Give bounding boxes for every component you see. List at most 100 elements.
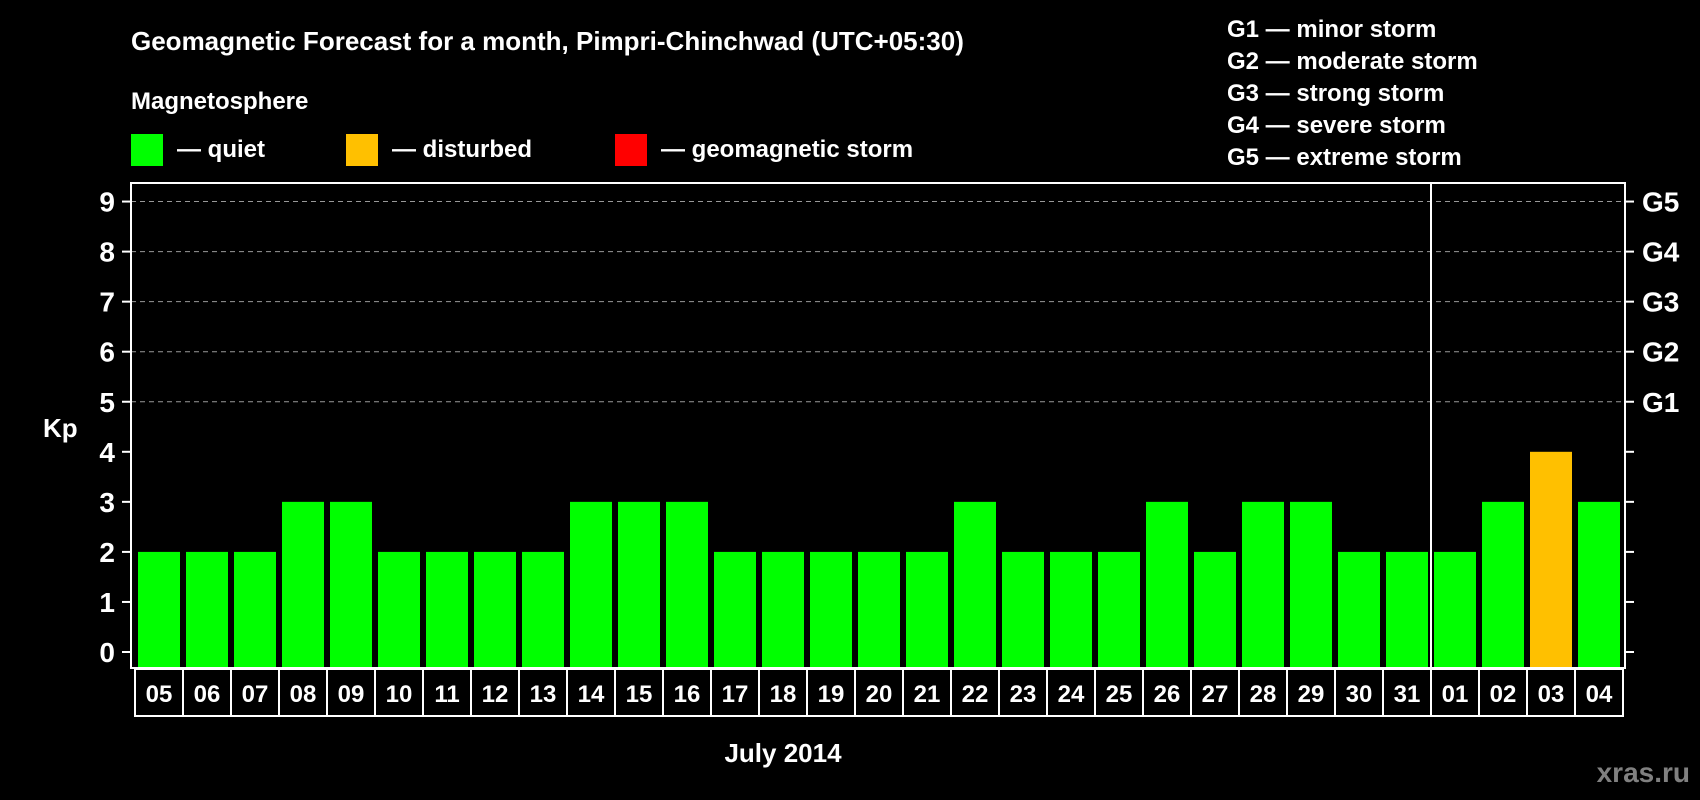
bar-14 [570, 501, 612, 668]
x-tick-label: 17 [722, 681, 749, 708]
bar-08 [282, 501, 324, 668]
x-tick-label: 23 [1010, 681, 1037, 708]
storm-scale-legend: G1 — minor storm G2 — moderate storm G3 — … [1227, 16, 1478, 171]
x-tick-label: 22 [962, 681, 989, 708]
y-tick-label: 3 [99, 487, 115, 518]
bar-28 [1242, 501, 1284, 668]
bar-01 [1434, 551, 1476, 668]
x-axis-label: July 2014 [724, 738, 842, 768]
legend: — quiet — disturbed — geomagnetic storm [131, 134, 913, 166]
x-tick-label: 18 [770, 681, 797, 708]
y-tick-label: 0 [99, 637, 115, 668]
y-axis-label: Kp [43, 413, 78, 443]
bar-04 [1578, 501, 1620, 668]
y-tick-label: 9 [99, 187, 115, 218]
chart-title: Geomagnetic Forecast for a month, Pimpri… [131, 26, 964, 56]
x-tick-label: 29 [1298, 681, 1325, 708]
x-tick-label: 09 [338, 681, 365, 708]
x-tick-label: 19 [818, 681, 845, 708]
bars [138, 451, 1620, 668]
x-tick-label: 12 [482, 681, 509, 708]
bar-17 [714, 551, 756, 668]
y-tick-label: 6 [99, 337, 115, 368]
bar-11 [426, 551, 468, 668]
right-tick-label: G3 [1642, 287, 1679, 318]
x-tick-label: 02 [1490, 681, 1517, 708]
x-tick-labels: 05 06 07 08 09 10 11 12 13 14 15 16 17 18 19 20 21 22 23 24… [134, 668, 1624, 717]
x-tick-label: 06 [194, 681, 221, 708]
x-tick-label: 10 [386, 681, 413, 708]
bar-21 [906, 551, 948, 668]
x-label-box [1574, 668, 1624, 717]
bar-15 [618, 501, 660, 668]
legend-swatch-2 [615, 134, 647, 166]
bar-18 [762, 551, 804, 668]
x-tick-label: 03 [1538, 681, 1565, 708]
bar-03 [1530, 451, 1572, 668]
bar-29 [1290, 501, 1332, 668]
x-tick-label: 13 [530, 681, 557, 708]
bar-13 [522, 551, 564, 668]
legend-title: Magnetosphere [131, 88, 308, 115]
storm-scale-item: G2 — moderate storm [1227, 48, 1478, 75]
bar-24 [1050, 551, 1092, 668]
x-tick-label: 01 [1442, 681, 1469, 708]
right-tick-label: G4 [1642, 237, 1680, 268]
bar-06 [186, 551, 228, 668]
legend-label-0: — quiet [177, 136, 265, 163]
bar-02 [1482, 501, 1524, 668]
bar-26 [1146, 501, 1188, 668]
x-tick-label: 15 [626, 681, 653, 708]
legend-swatch-0 [131, 134, 163, 166]
bar-20 [858, 551, 900, 668]
x-tick-label: 25 [1106, 681, 1133, 708]
right-tick-label: G2 [1642, 337, 1679, 368]
bar-25 [1098, 551, 1140, 668]
bar-31 [1386, 551, 1428, 668]
y-tick-label: 7 [99, 287, 115, 318]
bar-05 [138, 551, 180, 668]
bar-22 [954, 501, 996, 668]
x-tick-label: 24 [1058, 681, 1085, 708]
x-tick-label: 08 [290, 681, 317, 708]
x-tick-label: 20 [866, 681, 893, 708]
x-tick-label: 11 [434, 681, 459, 708]
watermark: xras.ru [1597, 757, 1690, 788]
bar-09 [330, 501, 372, 668]
x-tick-label: 27 [1202, 681, 1229, 708]
bar-16 [666, 501, 708, 668]
bar-12 [474, 551, 516, 668]
x-tick-label: 05 [146, 681, 173, 708]
storm-scale-item: G5 — extreme storm [1227, 144, 1462, 171]
bar-30 [1338, 551, 1380, 668]
right-tick-label: G5 [1642, 187, 1679, 218]
legend-swatch-1 [346, 134, 378, 166]
y-tick-label: 2 [99, 537, 115, 568]
storm-scale-item: G1 — minor storm [1227, 16, 1436, 43]
bar-07 [234, 551, 276, 668]
bar-19 [810, 551, 852, 668]
legend-label-1: — disturbed [392, 136, 532, 163]
y-tick-label: 4 [99, 437, 115, 468]
storm-scale-item: G4 — severe storm [1227, 112, 1446, 139]
gridlines [131, 201, 1625, 403]
y-tick-label: 5 [99, 387, 115, 418]
x-tick-label: 28 [1250, 681, 1277, 708]
x-tick-label: 16 [674, 681, 701, 708]
legend-label-2: — geomagnetic storm [661, 136, 913, 163]
bar-23 [1002, 551, 1044, 668]
bar-10 [378, 551, 420, 668]
x-tick-label: 30 [1346, 681, 1373, 708]
y-tick-label: 8 [99, 237, 115, 268]
storm-scale-item: G3 — strong storm [1227, 80, 1444, 107]
x-tick-label: 14 [578, 681, 605, 708]
y-tick-label: 1 [99, 587, 115, 618]
x-tick-label: 07 [242, 681, 269, 708]
x-tick-label: 31 [1394, 681, 1421, 708]
x-tick-label: 04 [1586, 681, 1613, 708]
x-tick-label: 21 [914, 681, 941, 708]
right-tick-label: G1 [1642, 387, 1679, 418]
x-tick-label: 26 [1154, 681, 1181, 708]
bar-27 [1194, 551, 1236, 668]
